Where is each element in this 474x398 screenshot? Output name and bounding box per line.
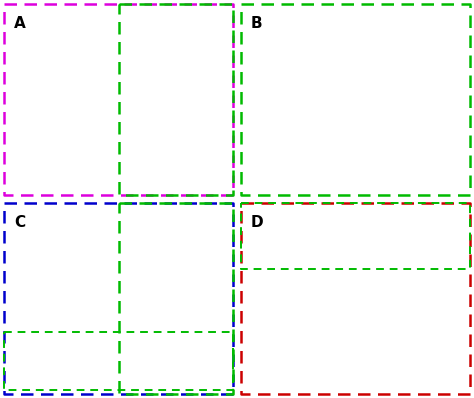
- Text: C: C: [14, 215, 25, 230]
- Text: A: A: [14, 16, 26, 31]
- Text: B: B: [251, 16, 263, 31]
- Text: D: D: [251, 215, 264, 230]
